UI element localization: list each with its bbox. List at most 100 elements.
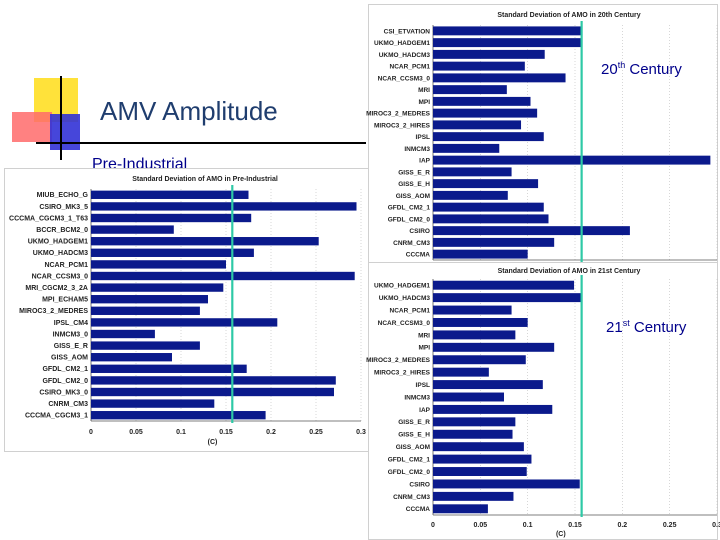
c21-tick-label: 0.1 — [523, 522, 533, 529]
c20-category-label: GFDL_CM2_1 — [388, 205, 431, 212]
c20-bar — [433, 143, 500, 153]
pre-category-label: IPSL_CM4 — [54, 320, 88, 327]
c21-bar — [433, 380, 543, 390]
c20-bar — [433, 167, 512, 177]
pre-category-label: GFDL_CM2_1 — [42, 366, 88, 373]
pre-tick-label: 0 — [89, 429, 93, 436]
pre-bar — [91, 341, 200, 350]
pre-bar — [91, 295, 208, 304]
pre-category-label: UKMO_HADCM3 — [33, 250, 88, 257]
c20-category-label: GISS_AOM — [396, 193, 430, 200]
pre-category-label: INMCM3_0 — [53, 331, 89, 338]
title-underline — [36, 142, 366, 144]
pre-bar — [91, 306, 200, 315]
label-20th-word: Century — [625, 61, 682, 78]
pre-bar — [91, 237, 319, 246]
c21-category-label: CSIRO — [409, 481, 430, 488]
chart-pre-industrial-svg: Standard Deviation of AMO in Pre-Industr… — [9, 176, 366, 446]
pre-chart-title: Standard Deviation of AMO in Pre-Industr… — [132, 176, 278, 183]
c20-bar — [433, 49, 545, 59]
c21-tick-label: 0.25 — [663, 522, 677, 529]
c20-category-label: MIROC3_2_HIRES — [374, 122, 431, 129]
pre-bar — [91, 202, 357, 211]
pre-tick-label: 0.15 — [219, 429, 233, 436]
pre-bar — [91, 213, 252, 223]
c21-bar — [433, 280, 575, 290]
pre-category-label: NCAR_CCSM3_0 — [32, 273, 89, 280]
c21-tick-label: 0.2 — [617, 522, 627, 529]
c20-bar — [433, 85, 507, 95]
pre-bar — [91, 318, 278, 327]
pre-category-label: NCAR_PCM1 — [44, 262, 88, 269]
c20-bar — [433, 237, 555, 247]
pre-bar — [91, 271, 355, 281]
pre-bar — [91, 248, 254, 257]
c21-category-label: GFDL_CM2_1 — [388, 457, 431, 464]
pre-category-label: MIROC3_2_MEDRES — [19, 308, 88, 315]
pre-bar — [91, 353, 172, 362]
c20-bar — [433, 73, 566, 83]
c20-bar — [433, 61, 525, 71]
c21-tick-label: 0.05 — [474, 522, 488, 529]
deco-blue-square — [50, 114, 80, 150]
pre-category-label: CCCMA_CGCM3_1 — [25, 413, 88, 420]
c21-category-label: UKMO_HADGEM1 — [374, 283, 430, 290]
c20-bar — [433, 120, 522, 130]
c21-bar — [433, 429, 513, 439]
c20-bar — [433, 96, 531, 106]
pre-category-label: BCCR_BCM2_0 — [36, 227, 88, 234]
pre-bar — [91, 376, 336, 385]
pre-category-label: MIUB_ECHO_G — [37, 192, 89, 199]
c20-category-label: MRI — [418, 87, 430, 94]
label-21st-century: 21st Century — [606, 318, 686, 336]
label-20th-century: 20th Century — [601, 60, 682, 78]
pre-category-label: GFDL_CM2_0 — [42, 378, 88, 385]
c20-bar — [433, 179, 539, 189]
c21-category-label: MRI — [418, 332, 430, 339]
c21-bar — [433, 491, 514, 501]
c21-category-label: INMCM3 — [404, 394, 430, 401]
c21-bar — [433, 479, 580, 489]
pre-tick-label: 0.1 — [176, 429, 186, 436]
pre-tick-label: 0.05 — [129, 429, 143, 436]
c20-category-label: CCCMA — [406, 252, 430, 259]
c21-bar — [433, 318, 528, 327]
c21-category-label: MIROC3_2_HIRES — [374, 370, 431, 377]
pre-bar — [91, 387, 334, 397]
c20-chart-title: Standard Deviation of AMO in 20th Centur… — [497, 12, 640, 19]
c20-bar — [433, 214, 549, 224]
c20-category-label: UKMO_HADGEM1 — [374, 40, 430, 47]
pre-category-label: CNRM_CM3 — [48, 401, 88, 408]
chart-21st-century: Standard Deviation of AMO in 21st Centur… — [366, 262, 720, 540]
c21-category-label: GISS_E_H — [398, 432, 430, 439]
c21-bar — [433, 293, 582, 303]
pre-bar — [91, 399, 215, 408]
c21-category-label: CNRM_CM3 — [393, 494, 430, 501]
c21-bar — [433, 392, 504, 402]
c21-bar — [433, 404, 553, 414]
c21-bar — [433, 305, 512, 315]
deco-red-square — [12, 112, 52, 142]
pre-x-axis-label: (C) — [208, 439, 218, 446]
c20-category-label: IPSL — [416, 134, 430, 141]
pre-category-label: CSIRO_MK3_0 — [39, 389, 88, 396]
c21-bar — [433, 417, 516, 427]
c20-bar — [433, 249, 528, 259]
c21-bar — [433, 504, 488, 514]
c21-tick-label: 0.15 — [568, 522, 582, 529]
pre-category-label: UKMO_HADGEM1 — [28, 239, 88, 246]
c20-category-label: INMCM3 — [404, 146, 430, 153]
chart-20th-century-svg: Standard Deviation of AMO in 20th Centur… — [366, 12, 718, 262]
pre-category-label: MPI_ECHAM5 — [42, 297, 88, 304]
c21-x-axis-label: (C) — [556, 531, 566, 538]
chart-21st-century-svg: Standard Deviation of AMO in 21st Centur… — [366, 268, 720, 538]
pre-category-label: CCCMA_CGCM3_1_T63 — [9, 215, 88, 222]
c20-category-label: GFDL_CM2_0 — [388, 216, 431, 223]
pre-bar — [91, 190, 249, 199]
pre-bar — [91, 225, 174, 234]
pre-bar — [91, 329, 155, 339]
c21-category-label: NCAR_PCM1 — [390, 307, 431, 314]
c20-bar — [433, 132, 544, 142]
c21-bar — [433, 355, 526, 365]
